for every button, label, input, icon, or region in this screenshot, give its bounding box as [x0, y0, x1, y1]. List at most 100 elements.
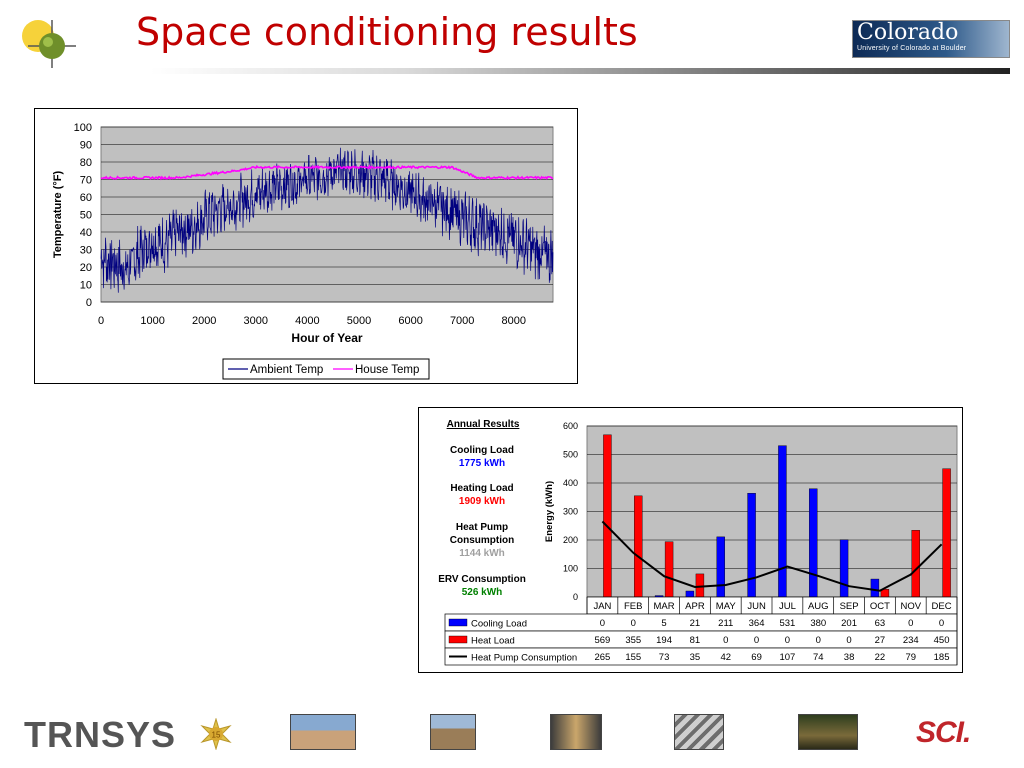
category-label-sep: SEP: [840, 601, 859, 612]
category-label-jul: JUL: [779, 601, 796, 612]
temperature-chart: 0 10 20 30 40 50 60 70 80 90 100 0 1000 2000 3000 4000…: [34, 108, 578, 384]
colorado-wordmark: Colorado: [857, 20, 959, 45]
y-tick-label: 100: [74, 122, 92, 134]
trnsys-logo: TRNSYS: [24, 714, 177, 755]
table-cell: 0: [939, 618, 944, 629]
annual-cooling-label: Cooling Load: [450, 445, 514, 456]
table-cell: 35: [690, 652, 701, 663]
construction-photo-thumbnail: [430, 714, 476, 750]
anniversary-badge-icon: 15: [200, 718, 232, 750]
annual-heatpump-label-1: Heat Pump Consumption: [450, 522, 514, 546]
data-table: JAN FEB MAR APR MAY JUN JUL AUG SEP OCT NOV DEC Cool…: [444, 596, 958, 666]
y-tick-labels: 0 10 20 30 40 50 60 70 80 90 100: [74, 122, 92, 309]
energy-chart-svg: Annual Results Cooling Load 1775 kWh Hea…: [438, 419, 958, 666]
university-colorado-logo: Colorado University of Colorado at Bould…: [852, 20, 1010, 58]
bar-cooling-may: [716, 536, 725, 598]
house-render-thumbnail: [798, 714, 858, 750]
bar-cooling-jun: [747, 493, 756, 598]
table-series-name: Heat Load: [471, 636, 515, 647]
x-tick-label: 3000: [244, 315, 268, 327]
y-tick-label: 0: [573, 592, 578, 602]
category-label-apr: APR: [685, 601, 705, 612]
table-cell: 380: [810, 618, 826, 629]
energy-chart: Annual Results Cooling Load 1775 kWh Hea…: [418, 407, 963, 673]
table-cell: 211: [718, 618, 733, 629]
table-cell: 0: [631, 618, 636, 629]
x-tick-label: 8000: [502, 315, 526, 327]
bar-heat-nov: [911, 530, 920, 598]
table-cell: 69: [751, 652, 762, 663]
table-legend-key: [448, 618, 468, 627]
table-legend-key: [448, 635, 468, 644]
category-label-may: MAY: [716, 601, 737, 612]
y-tick-label: 10: [80, 280, 92, 292]
annual-heating-label: Heating Load: [450, 483, 513, 494]
legend-label-house: House Temp: [355, 364, 419, 376]
table-cell: 0: [785, 635, 790, 646]
x-tick-label: 4000: [295, 315, 319, 327]
table-cell: 569: [594, 635, 610, 646]
colorado-subtitle: University of Colorado at Boulder: [857, 45, 967, 52]
annual-cooling-value: 1775 kWh: [459, 458, 505, 469]
bar-cooling-aug: [809, 488, 818, 598]
y-tick-label: 30: [80, 245, 92, 257]
legend-box: [222, 358, 430, 380]
x-tick-labels: 0 1000 2000 3000 4000 5000 6000 7000 8000: [98, 315, 526, 327]
annual-heatpump-label-line2: Consumption: [450, 535, 514, 546]
bar-heat-apr: [695, 573, 705, 598]
x-tick-label: 0: [98, 315, 104, 327]
y-tick-label: 100: [563, 564, 578, 574]
bar-cooling-jul: [778, 445, 787, 598]
x-tick-label: 6000: [398, 315, 422, 327]
category-label-nov: NOV: [900, 601, 921, 612]
table-cell: 531: [779, 618, 795, 629]
temperature-chart-svg: 0 10 20 30 40 50 60 70 80 90 100 0 1000 2000 3000 4000…: [52, 122, 554, 380]
category-label-feb: FEB: [624, 601, 642, 612]
gridlines: [101, 126, 553, 303]
category-label-dec: DEC: [932, 601, 952, 612]
sun-globe-logo: [22, 20, 76, 68]
x-tick-label: 5000: [347, 315, 371, 327]
table-cell: 0: [908, 618, 913, 629]
table-cell: 21: [690, 618, 701, 629]
table-cell: 201: [841, 618, 857, 629]
y-tick-label: 20: [80, 262, 92, 274]
table-cell: 185: [934, 652, 950, 663]
table-cell: 0: [816, 635, 821, 646]
y-axis-label: Energy (kWh): [544, 481, 555, 542]
y-tick-label: 400: [563, 478, 578, 488]
series-line-heat-pump: [601, 520, 943, 592]
x-tick-label: 1000: [140, 315, 164, 327]
solar-tubes-thumbnail: [674, 714, 724, 750]
y-tick-label: 40: [80, 227, 92, 239]
table-cell: 63: [875, 618, 886, 629]
y-tick-label: 600: [563, 421, 578, 431]
annual-heatpump-label-line1: Heat Pump: [456, 522, 508, 533]
bar-cooling-sep: [839, 539, 849, 598]
annual-erv-label: ERV Consumption: [438, 574, 526, 585]
table-cell: 0: [600, 618, 605, 629]
y-tick-label: 200: [563, 535, 578, 545]
category-label-mar: MAR: [654, 601, 675, 612]
category-label-aug: AUG: [808, 601, 829, 612]
y-tick-label: 60: [80, 192, 92, 204]
series-line-house-temp: [100, 164, 554, 181]
annual-heating-value: 1909 kWh: [459, 496, 505, 507]
table-cell: 0: [754, 635, 759, 646]
table-cell: 355: [625, 635, 641, 646]
category-label-jan: JAN: [593, 601, 611, 612]
y-tick-label: 50: [80, 210, 92, 222]
table-cell: 79: [905, 652, 916, 663]
category-label-oct: OCT: [870, 601, 890, 612]
badge-number: 15: [212, 731, 221, 740]
bar-cooling-oct: [870, 578, 880, 598]
y-axis-label: Temperature (°F): [52, 171, 64, 259]
sci-logo: SCI.: [916, 716, 971, 749]
table-cell: 0: [846, 635, 851, 646]
page-title: Space conditioning results: [136, 10, 638, 54]
y-tick-labels: 0 100 200 300 400 500 600: [563, 421, 578, 602]
x-axis-label: Hour of Year: [291, 331, 362, 345]
y-tick-label: 90: [80, 140, 92, 152]
annual-results-panel: Annual Results Cooling Load 1775 kWh Hea…: [438, 419, 526, 598]
y-tick-label: 0: [86, 297, 92, 309]
